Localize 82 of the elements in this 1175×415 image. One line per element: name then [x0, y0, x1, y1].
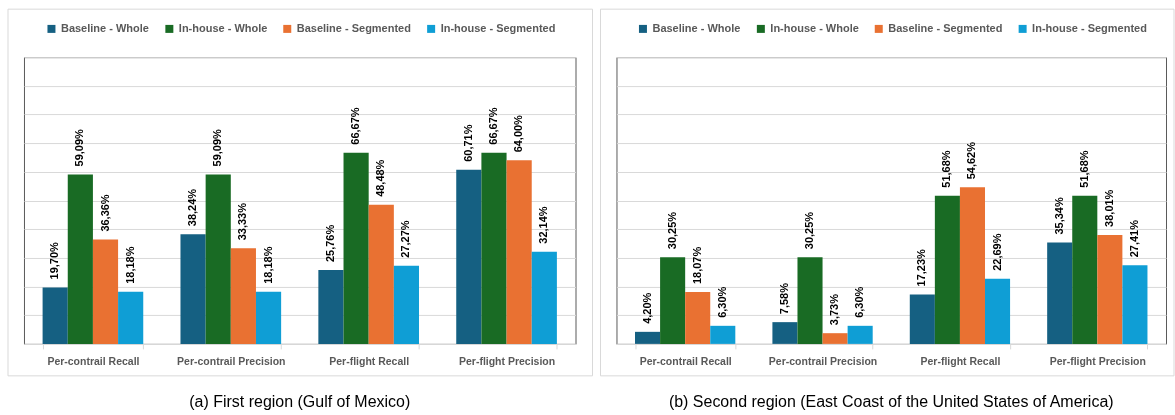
bar [934, 195, 960, 344]
data-label: 18,18% [123, 246, 136, 284]
x-tick-label: Per-contrail Recall [47, 356, 140, 368]
data-label: 66,67% [349, 107, 362, 145]
data-label: 25,76% [323, 224, 336, 263]
bar [92, 239, 119, 344]
legend-label: Baseline - Whole [652, 21, 741, 34]
x-tick-label: Per-flight Precision [459, 356, 556, 368]
bar [1097, 234, 1123, 344]
x-tick-label: Per-contrail Precision [177, 356, 286, 368]
data-label: 66,67% [486, 107, 499, 145]
data-label: 38,01% [1102, 189, 1115, 227]
bar [635, 331, 661, 344]
bar [531, 251, 557, 344]
text: (a) First region (Gulf of Mexico) [189, 393, 411, 411]
data-label: 30,25% [665, 211, 678, 250]
bar [393, 265, 420, 344]
data-label: 51,68% [940, 150, 953, 188]
data-label: 30,25% [803, 211, 816, 250]
data-label: 18,07% [690, 246, 703, 285]
x-tick-label: Per-contrail Recall [639, 356, 732, 368]
data-label: 33,33% [236, 202, 249, 241]
bar [1072, 195, 1098, 344]
bar [456, 169, 482, 344]
x-tick-label: Per-flight Recall [920, 356, 1001, 368]
bar [710, 325, 736, 344]
x-tick-label: Per-flight Precision [1049, 356, 1146, 368]
bar [909, 294, 935, 344]
bar [343, 152, 369, 344]
legend-label: In-house - Whole [178, 21, 268, 34]
data-label: 51,68% [1077, 150, 1090, 188]
data-label: 36,36% [98, 194, 111, 232]
bar [255, 291, 282, 344]
bar [797, 257, 823, 344]
legend-label: In-house - Whole [770, 21, 859, 34]
data-label: 6,30% [715, 286, 728, 318]
bar [42, 287, 68, 344]
data-label: 22,69% [990, 233, 1003, 271]
legend-label: Baseline - Segmented [296, 21, 411, 34]
bar [368, 204, 394, 344]
bar [985, 278, 1011, 344]
data-label: 59,09% [211, 128, 224, 167]
data-label: 18,18% [261, 246, 274, 284]
bar [822, 333, 848, 344]
text: (b) Second region (East Coast of the United States of America) [668, 393, 1114, 411]
legend-label: In-house - Segmented [440, 21, 556, 34]
legend-label: Baseline - Segmented [888, 21, 1003, 34]
data-label: 3,73% [828, 293, 841, 326]
legend-label: Baseline - Whole [60, 21, 149, 34]
bar [772, 322, 798, 344]
bar [1122, 265, 1148, 344]
bar [205, 174, 231, 344]
bar [685, 292, 711, 344]
bar [1047, 242, 1073, 344]
x-tick-label: Per-flight Recall [329, 356, 410, 368]
legend-label: In-house - Segmented [1032, 21, 1147, 34]
bar [506, 160, 532, 344]
bar [959, 187, 986, 344]
data-label: 60,71% [461, 124, 474, 162]
bar [481, 152, 507, 344]
data-label: 7,58% [777, 282, 790, 315]
data-label: 4,20% [640, 292, 653, 324]
data-label: 32,14% [537, 206, 550, 244]
data-label: 64,00% [512, 114, 525, 153]
bar [67, 174, 93, 344]
bar [847, 325, 873, 344]
data-label: 27,41% [1127, 219, 1140, 258]
bar [660, 257, 686, 344]
data-label: 19,70% [48, 241, 61, 280]
data-label: 35,34% [1052, 197, 1065, 235]
bar [230, 248, 256, 344]
bar [118, 291, 144, 344]
data-label: 17,23% [915, 248, 928, 287]
data-label: 59,09% [73, 128, 86, 167]
data-label: 48,48% [374, 159, 387, 197]
data-label: 6,30% [853, 286, 866, 318]
bar [180, 234, 206, 344]
data-label: 27,27% [399, 220, 412, 258]
x-tick-label: Per-contrail Precision [768, 356, 878, 368]
bar [318, 270, 344, 344]
data-label: 54,62% [965, 141, 978, 180]
data-label: 38,24% [186, 188, 199, 227]
